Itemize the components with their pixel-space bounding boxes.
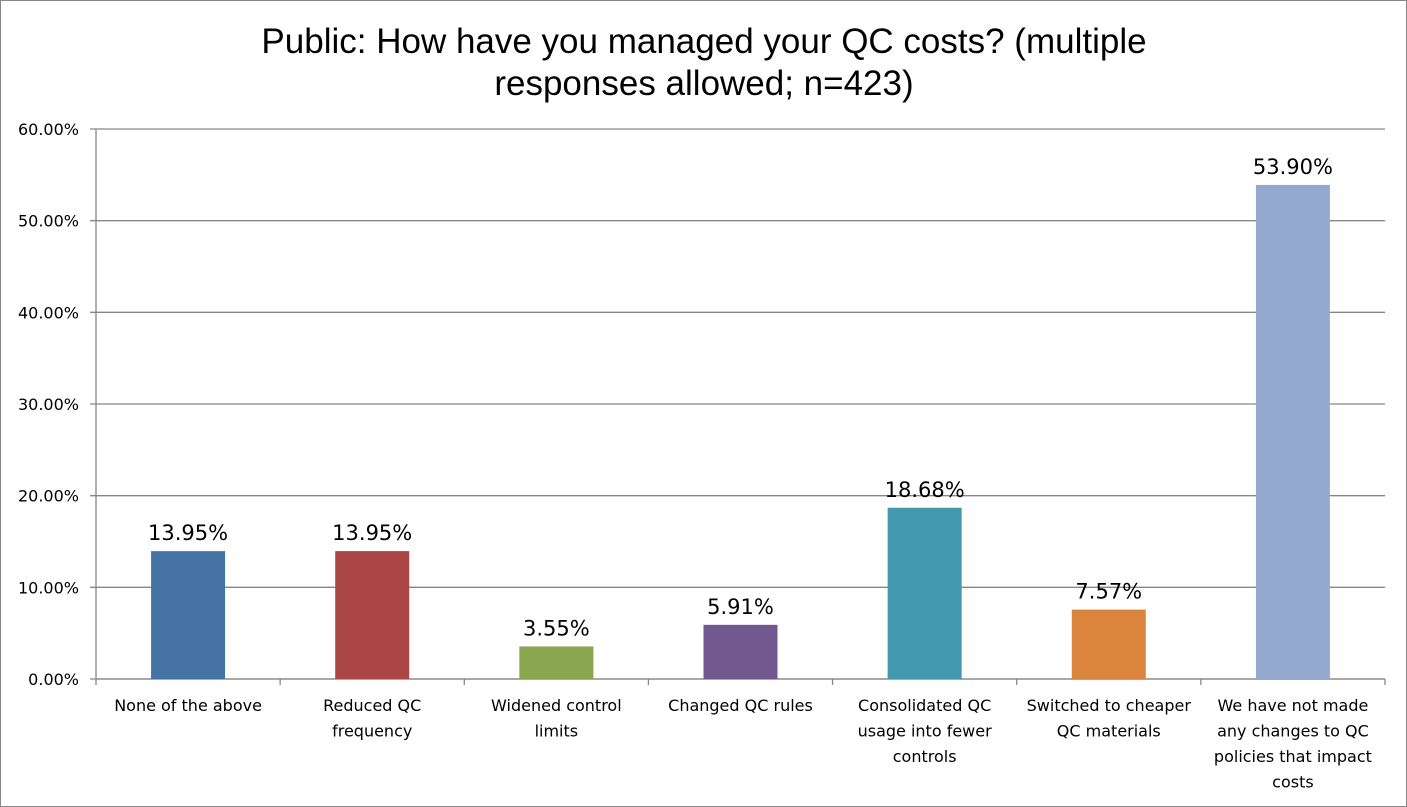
- data-label: 5.91%: [707, 595, 774, 619]
- category-label: limits: [535, 722, 579, 741]
- chart-title-line: Public: How have you managed your QC cos…: [261, 22, 1146, 61]
- data-label: 3.55%: [523, 616, 590, 640]
- bar: [519, 646, 594, 679]
- category-label: Switched to cheaper: [1027, 696, 1192, 715]
- bar: [1255, 184, 1330, 679]
- y-tick-label: 60.00%: [18, 120, 79, 139]
- data-label: 53.90%: [1253, 155, 1333, 179]
- y-tick-label: 30.00%: [18, 395, 79, 414]
- category-label: We have not made: [1218, 696, 1369, 715]
- category-label: costs: [1272, 773, 1314, 792]
- category-label: None of the above: [114, 696, 262, 715]
- category-label: Reduced QC: [323, 696, 421, 715]
- data-label: 7.57%: [1075, 580, 1142, 604]
- category-label: any changes to QC: [1217, 722, 1369, 741]
- category-label: Changed QC rules: [668, 696, 813, 715]
- y-tick-label: 50.00%: [18, 212, 79, 231]
- bar: [1071, 609, 1146, 679]
- category-label: Widened control: [491, 696, 622, 715]
- category-label: policies that impact: [1214, 747, 1372, 766]
- category-label: usage into fewer: [858, 722, 993, 741]
- y-tick-label: 20.00%: [18, 487, 79, 506]
- category-label: Consolidated QC: [858, 696, 991, 715]
- y-tick-label: 40.00%: [18, 303, 79, 322]
- bar: [151, 551, 226, 679]
- bar: [703, 624, 778, 679]
- data-label: 13.95%: [332, 521, 412, 545]
- data-label: 18.68%: [885, 478, 965, 502]
- y-tick-label: 0.00%: [28, 670, 79, 689]
- category-label: QC materials: [1057, 722, 1161, 741]
- bar: [335, 551, 410, 679]
- data-label: 13.95%: [148, 521, 228, 545]
- category-label: controls: [893, 747, 957, 766]
- bar: [887, 507, 962, 679]
- category-label: frequency: [332, 722, 412, 741]
- y-tick-label: 10.00%: [18, 578, 79, 597]
- chart-title-line: responses allowed; n=423): [494, 64, 913, 103]
